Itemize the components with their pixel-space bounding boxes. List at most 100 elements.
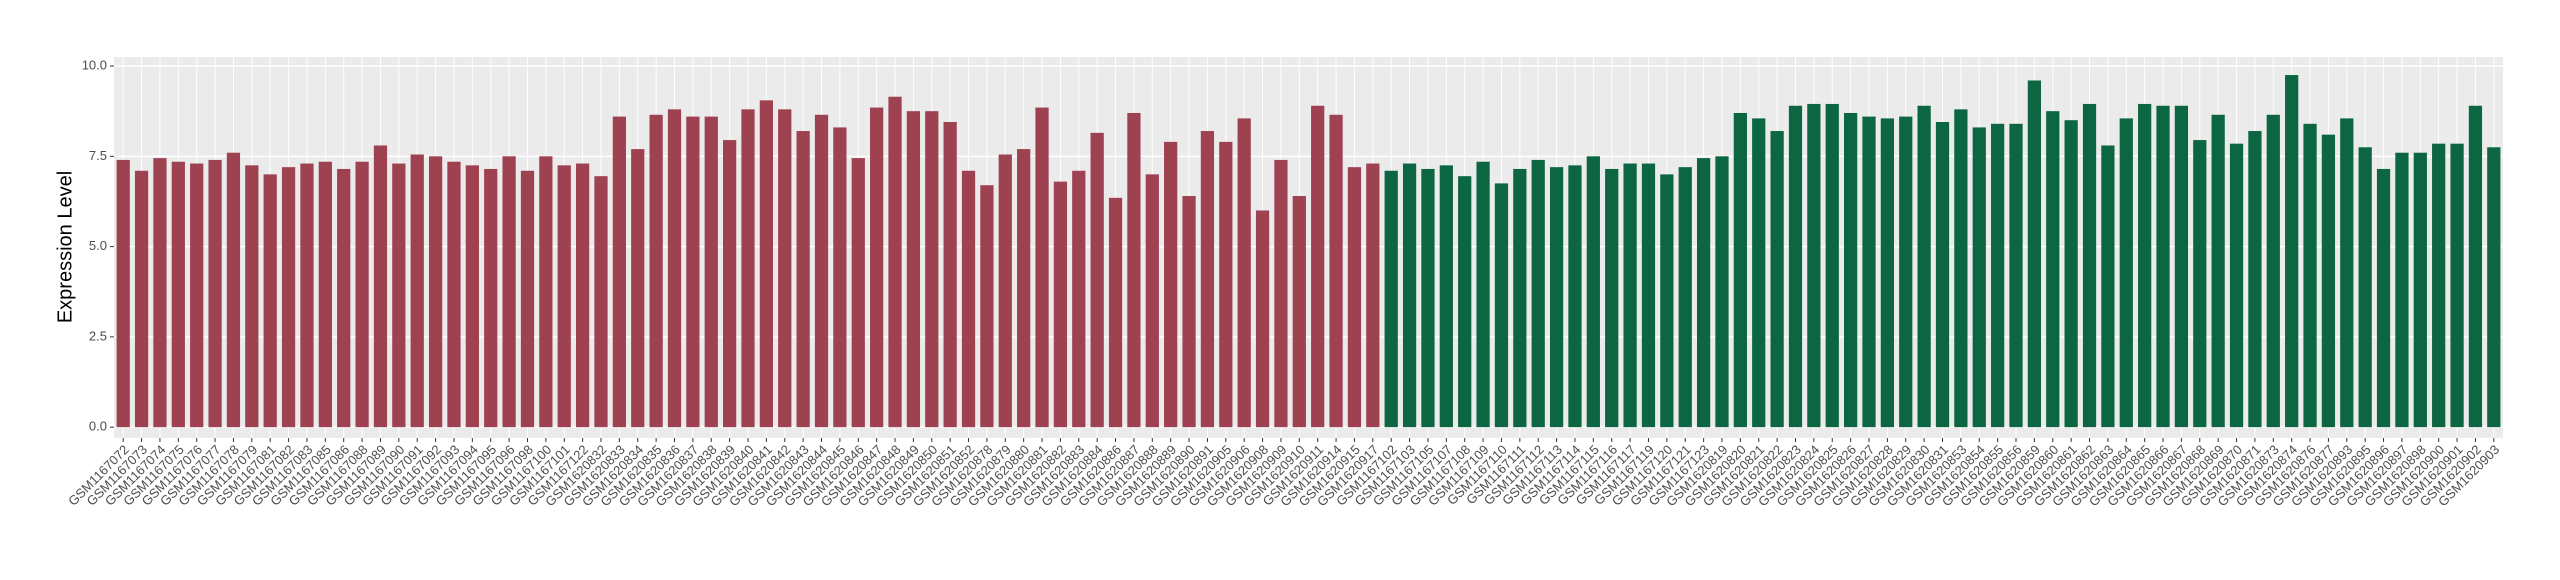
bar xyxy=(594,176,608,428)
bar xyxy=(2064,120,2078,428)
bar xyxy=(631,149,645,428)
bar xyxy=(925,111,939,428)
bar xyxy=(1072,170,1086,428)
bar xyxy=(2046,111,2060,428)
bar xyxy=(1366,163,1380,428)
bar xyxy=(410,154,424,428)
y-tick-label: 7.5 xyxy=(89,148,107,163)
bar xyxy=(1200,131,1215,428)
y-tick-label: 0.0 xyxy=(89,419,107,434)
bar xyxy=(1421,168,1435,428)
bar xyxy=(2468,105,2483,428)
bar xyxy=(814,114,829,428)
bar xyxy=(1292,196,1306,428)
bar xyxy=(245,165,259,428)
bar xyxy=(649,114,663,428)
bar xyxy=(778,109,792,428)
bar xyxy=(1586,156,1600,428)
bar xyxy=(2229,143,2244,428)
bar xyxy=(1329,114,1343,428)
bar xyxy=(2193,140,2207,428)
bar xyxy=(741,109,755,428)
bar xyxy=(906,111,921,428)
bar xyxy=(2082,103,2097,428)
bar xyxy=(2395,152,2409,428)
bar xyxy=(1476,161,1490,428)
bar xyxy=(833,127,847,428)
bar xyxy=(1384,170,1398,428)
bar xyxy=(281,167,296,428)
bar xyxy=(1715,156,1729,428)
bar xyxy=(1641,163,1656,428)
bar xyxy=(300,163,314,428)
bar xyxy=(2138,103,2152,428)
bar xyxy=(1917,105,1931,428)
bar xyxy=(263,174,277,428)
bar xyxy=(1090,132,1104,428)
y-axis-title: Expression Level xyxy=(54,171,76,323)
bar xyxy=(759,100,773,428)
bar xyxy=(226,152,241,428)
bar xyxy=(1972,127,1986,428)
bar xyxy=(1862,116,1876,428)
bar xyxy=(1696,158,1711,428)
bar xyxy=(1513,168,1527,428)
bar xyxy=(1274,159,1288,428)
bar xyxy=(502,156,516,428)
bar xyxy=(2156,105,2170,428)
bar xyxy=(190,163,204,428)
bar xyxy=(723,140,737,428)
bar xyxy=(520,170,535,428)
bar xyxy=(1660,174,1674,428)
bar xyxy=(961,170,976,428)
bar xyxy=(980,185,994,428)
bar xyxy=(998,154,1012,428)
bar xyxy=(1807,103,1821,428)
bar xyxy=(2285,75,2299,428)
bar xyxy=(1402,163,1417,428)
bar xyxy=(1439,165,1453,428)
bar xyxy=(171,161,185,428)
bar xyxy=(2174,105,2189,428)
bar xyxy=(1182,196,1196,428)
bar xyxy=(704,116,718,428)
bar xyxy=(1035,107,1049,428)
bar xyxy=(373,145,388,428)
bar xyxy=(575,163,590,428)
bar xyxy=(557,165,571,428)
bar xyxy=(2376,168,2391,428)
bar xyxy=(1219,141,1233,428)
bar xyxy=(870,107,884,428)
bar xyxy=(484,168,498,428)
bar xyxy=(2340,118,2354,428)
bar xyxy=(392,163,406,428)
bar xyxy=(888,96,902,428)
bar xyxy=(667,109,682,428)
bar xyxy=(1494,183,1509,428)
bar xyxy=(1549,167,1564,428)
bar xyxy=(1770,131,1784,428)
bar xyxy=(465,165,479,428)
bar xyxy=(447,161,461,428)
bar xyxy=(1311,105,1325,428)
bar xyxy=(2266,114,2280,428)
bar xyxy=(2119,118,2133,428)
bar xyxy=(2432,143,2446,428)
bar xyxy=(1237,118,1251,428)
bar xyxy=(2413,152,2427,428)
bar xyxy=(2027,80,2042,428)
bar xyxy=(134,170,149,428)
bar xyxy=(116,159,130,428)
bar xyxy=(2211,114,2225,428)
bar xyxy=(355,161,369,428)
bar xyxy=(428,156,443,428)
bar xyxy=(1568,165,1582,428)
bar xyxy=(1255,210,1270,428)
bar xyxy=(1788,105,1803,428)
bar xyxy=(1935,122,1950,428)
bar xyxy=(1880,118,1894,428)
bar xyxy=(539,156,553,428)
bar xyxy=(2358,147,2372,428)
bar xyxy=(1623,163,1637,428)
bar xyxy=(208,159,222,428)
